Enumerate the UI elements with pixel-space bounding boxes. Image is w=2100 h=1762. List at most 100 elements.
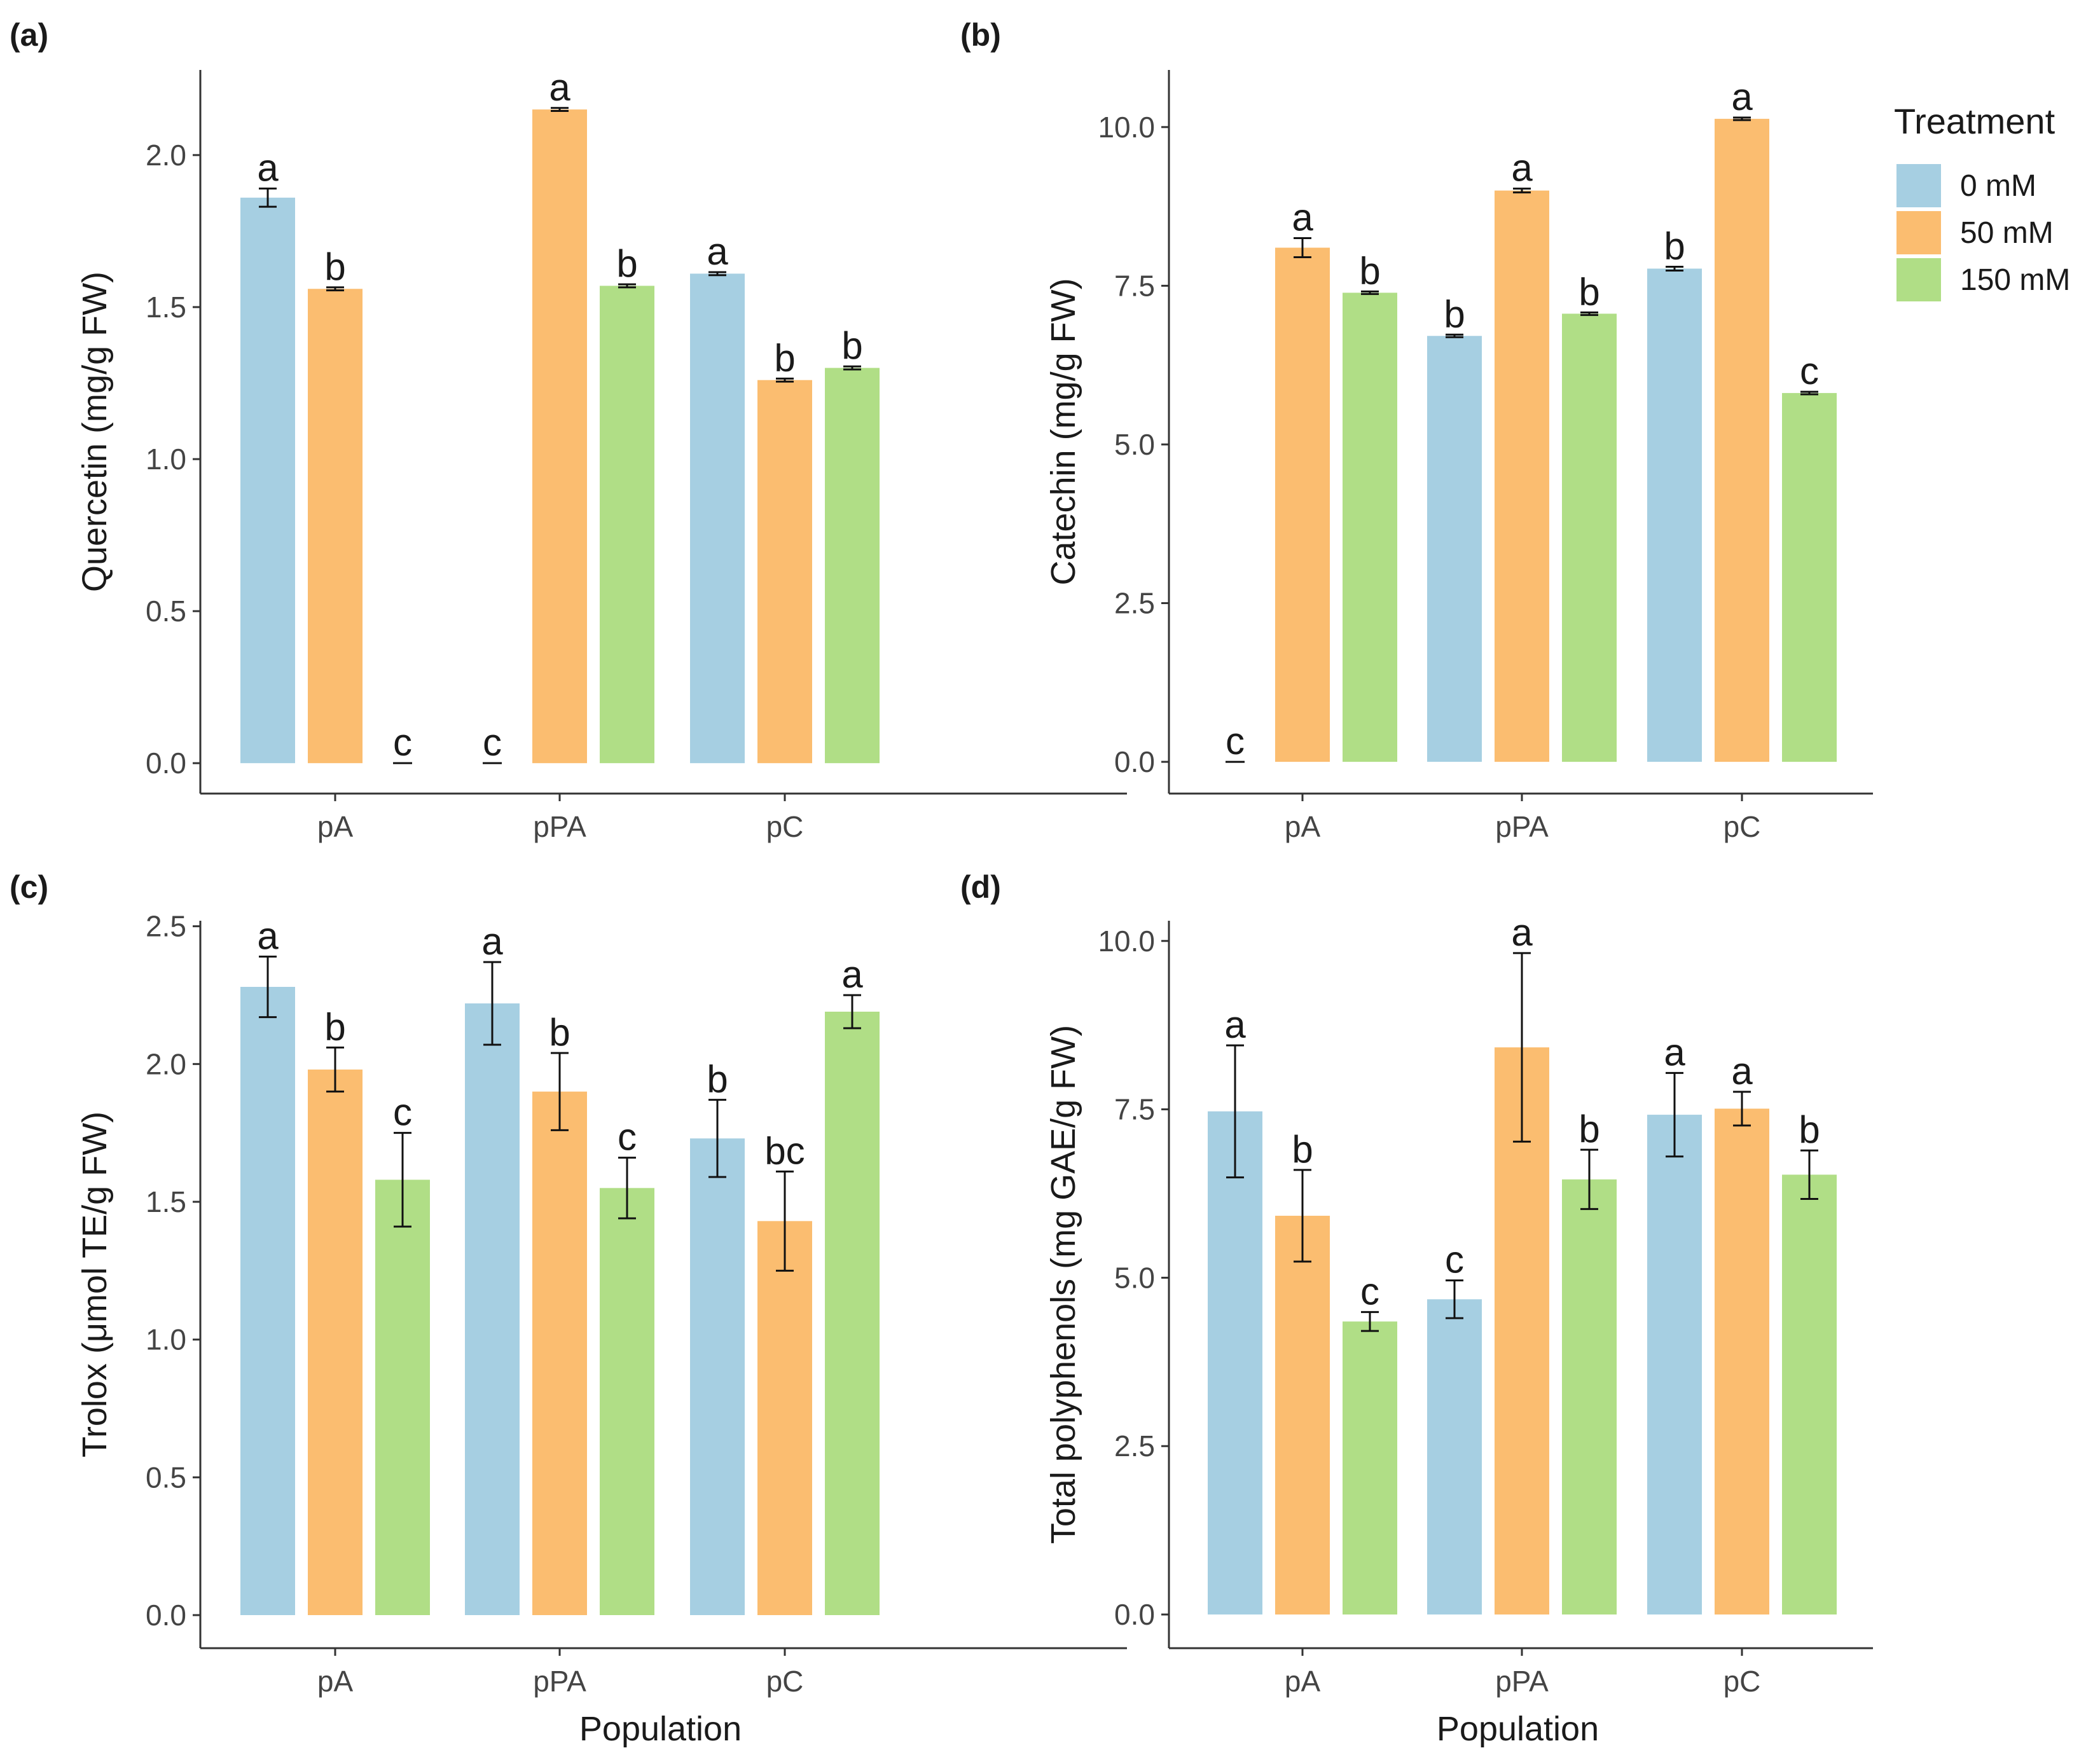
x-tick-label: pC [1724, 810, 1761, 843]
y-tick-label: 0.0 [1114, 745, 1155, 778]
significance-label: a [549, 66, 570, 109]
significance-label: b [324, 245, 345, 288]
bar-0mM-pC [690, 1138, 745, 1615]
y-tick-label: 10.0 [1098, 111, 1155, 144]
significance-label: c [618, 1116, 637, 1159]
legend-item-label: 50 mM [1960, 216, 2054, 250]
significance-label: a [257, 914, 279, 957]
legend-item-label: 150 mM [1960, 263, 2070, 297]
bar-0mM-pA [240, 197, 295, 764]
bar-50mM-pC [1715, 118, 1769, 762]
bar-0mM-pA [240, 987, 295, 1615]
bar-150mM-pPA [600, 286, 654, 764]
y-tick-label: 0.0 [1114, 1598, 1155, 1631]
y-tick-label: 2.5 [1114, 1429, 1155, 1463]
bar-150mM-pPA [600, 1188, 654, 1615]
bar-0mM-pC [1647, 268, 1702, 762]
x-tick-label: pPA [1495, 1665, 1549, 1698]
significance-label: b [1578, 1108, 1599, 1150]
x-tick-label: pC [766, 810, 804, 843]
y-tick-label: 2.0 [146, 1047, 186, 1080]
bar-150mM-pPA [1562, 1179, 1617, 1615]
significance-label: a [1664, 1031, 1685, 1073]
y-tick-label: 2.0 [146, 139, 186, 172]
bar-50mM-pPA [532, 109, 587, 764]
significance-label: a [1511, 911, 1533, 954]
bar-50mM-pC [757, 380, 812, 764]
y-tick-label: 7.5 [1114, 269, 1155, 302]
y-axis-title: Catechin (mg/g FW) [1044, 278, 1082, 585]
y-tick-label: 0.0 [146, 747, 186, 780]
significance-label: c [1226, 720, 1245, 762]
chart-panel-2: (b) 0.0 2.5 5.0 7.5 10.0 pA pPA pC Catechin (mg/g… [960, 17, 1873, 843]
x-tick-label: pA [1285, 810, 1321, 843]
significance-label: b [1578, 270, 1599, 313]
x-tick-label: pC [1724, 1665, 1761, 1698]
chart-panel-4: (d) 0.0 2.5 5.0 7.5 10.0 pA pPA pC Total polyphen… [960, 869, 1873, 1748]
significance-label: b [774, 336, 795, 379]
y-axis-title: Trolox (μmol TE/g FW) [76, 1112, 114, 1457]
significance-label: b [841, 324, 862, 367]
bar-150mM-pPA [1562, 313, 1617, 762]
significance-label: b [1292, 1128, 1313, 1171]
legend-swatch [1896, 258, 1941, 301]
bar-0mM-pC [690, 273, 745, 764]
bar-150mM-pA [1343, 1321, 1397, 1615]
y-tick-label: 1.0 [146, 443, 186, 476]
bar-0mM-pC [1647, 1115, 1702, 1615]
bar-150mM-pC [825, 1012, 880, 1615]
x-tick-label: pPA [533, 1665, 586, 1698]
significance-label: b [616, 242, 637, 285]
bar-50mM-pPA [532, 1091, 587, 1615]
significance-label: a [481, 920, 503, 963]
significance-label: a [707, 230, 728, 273]
chart-panel-3: (c) 0.0 0.5 1.0 1.5 2.0 2.5 pA pPA pC Trolox (μmol… [10, 869, 1127, 1748]
x-tick-label: pC [766, 1665, 804, 1698]
legend-swatch [1896, 164, 1941, 207]
significance-label: c [483, 721, 502, 764]
significance-label: a [1224, 1003, 1246, 1046]
panel-label: (b) [960, 17, 1001, 53]
bar-150mM-pA [375, 1180, 430, 1615]
x-axis-title: Population [579, 1710, 742, 1748]
significance-label: b [1359, 249, 1380, 292]
y-tick-label: 2.5 [146, 910, 186, 943]
y-tick-label: 10.0 [1098, 925, 1155, 958]
significance-label: a [1511, 147, 1533, 189]
legend-item-label: 0 mM [1960, 169, 2036, 203]
y-axis-title: Quercetin (mg/g FW) [76, 272, 114, 592]
panel-label: (a) [10, 17, 48, 53]
y-tick-label: 0.5 [146, 1461, 186, 1494]
significance-label: b [707, 1058, 728, 1101]
bar-150mM-pC [825, 368, 880, 764]
significance-label: a [257, 146, 279, 189]
y-tick-label: 5.0 [1114, 428, 1155, 461]
bar-50mM-pC [757, 1221, 812, 1615]
x-axis-title: Population [1437, 1710, 1599, 1748]
significance-label: b [1664, 224, 1685, 267]
x-tick-label: pA [317, 810, 354, 843]
bar-150mM-pA [1343, 293, 1397, 762]
bar-50mM-pA [308, 289, 363, 764]
significance-label: a [841, 953, 863, 996]
legend: Treatment 0 mM 50 mM 150 mM [1894, 101, 2070, 301]
y-tick-label: 2.5 [1114, 587, 1155, 620]
x-tick-label: pA [317, 1665, 354, 1698]
y-tick-label: 1.5 [146, 1185, 186, 1218]
bar-0mM-pPA [465, 1003, 520, 1615]
y-tick-label: 5.0 [1114, 1261, 1155, 1294]
bar-50mM-pA [308, 1070, 363, 1615]
significance-label: a [1731, 76, 1753, 118]
significance-label: c [1800, 350, 1819, 392]
significance-label: c [1445, 1239, 1464, 1281]
chart-panel-1: (a) 0.0 0.5 1.0 1.5 2.0 pA pPA pC Quercetin (mg/g… [10, 17, 1127, 843]
y-tick-label: 1.5 [146, 291, 186, 324]
significance-label: c [393, 1091, 412, 1134]
x-tick-label: pA [1285, 1665, 1321, 1698]
legend-swatch [1896, 211, 1941, 254]
x-tick-label: pPA [1495, 810, 1549, 843]
significance-label: a [1731, 1050, 1753, 1092]
bar-50mM-pPA [1495, 190, 1549, 762]
significance-label: b [1444, 293, 1465, 335]
